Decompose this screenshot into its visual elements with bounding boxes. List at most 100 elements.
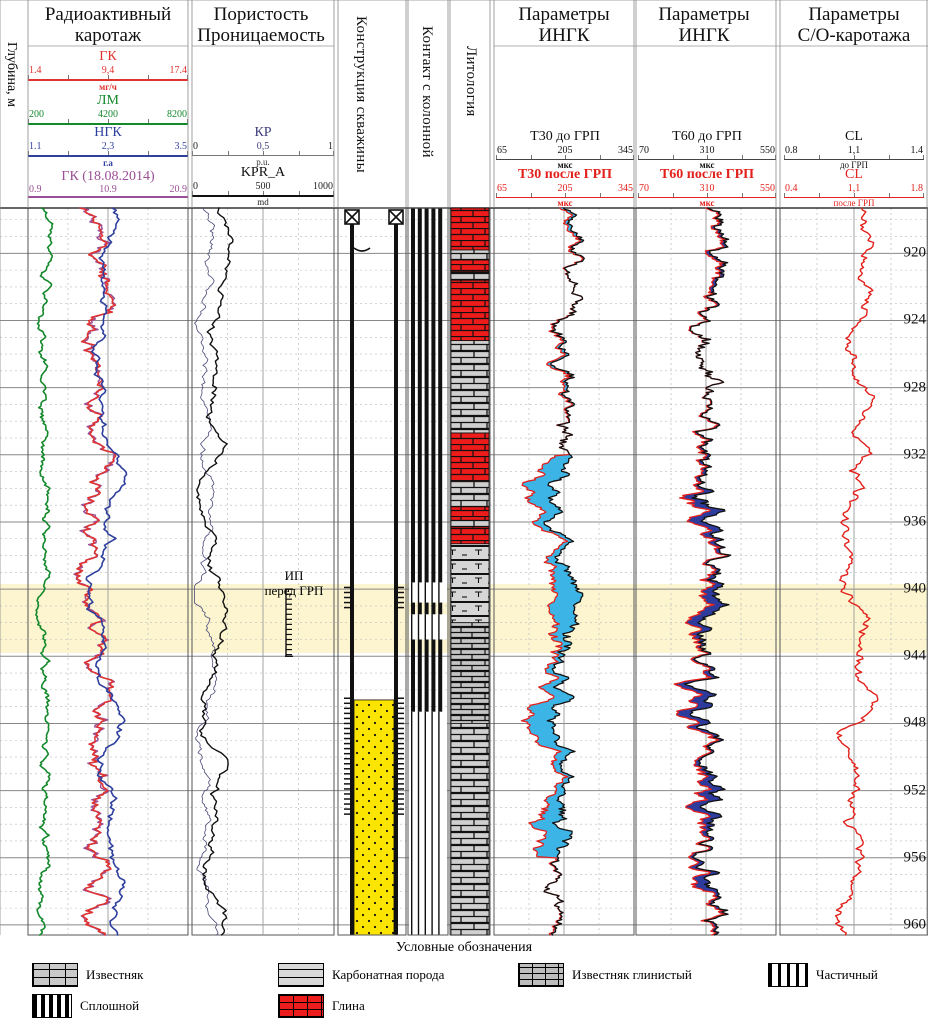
curve-scale-values: 0.9 10.9 20.9 [28, 184, 188, 196]
track-title-ingk-t30: Параметры ИНГК [494, 4, 634, 46]
curve-t60-before [683, 207, 732, 936]
curve-unit: p.u. [256, 157, 270, 167]
perforation-annotation: ИП перед ГРП [248, 568, 340, 598]
scale-ticks [496, 193, 634, 198]
curve-unit: мкс [557, 160, 573, 170]
scale-ticks [28, 119, 188, 124]
packer-cross [388, 209, 404, 225]
scale-mid: 205 [557, 145, 573, 156]
scale-ticks [784, 155, 924, 160]
casing-no-contact-window [409, 582, 447, 603]
scale-block-ngk: НГК 1.1 2,3 3.5 г.а [28, 126, 188, 170]
curve-t60-after [673, 207, 728, 936]
legend-title: Условные обозначения [395, 940, 533, 955]
curve-color-bar [192, 155, 334, 156]
legend-item-solid: Сплошной [32, 994, 139, 1018]
scale-right: 3.5 [174, 141, 188, 152]
curve-color-bar [638, 197, 776, 198]
curve-name: CL [845, 129, 863, 144]
curve-name: КР [254, 125, 272, 140]
curve-color-bar [28, 155, 188, 157]
curve-name: ГК (18.08.2014) [61, 169, 155, 184]
casing-partial-bar [417, 582, 420, 603]
curve-color-bar [496, 159, 634, 160]
curve-name: ЛМ [97, 93, 119, 108]
curve-scale-values: 65 205 345 [496, 145, 634, 157]
track-frame-casing [407, 207, 449, 936]
legend-item-label: Известняк глинистый [572, 967, 692, 982]
curve-name: Т30 до ГРП [530, 129, 600, 144]
track-title-line2: ИНГК [678, 25, 730, 46]
track-caption-casing-contact: Контакт с колонной [419, 26, 435, 158]
track-title-line2: Проницаемость [197, 25, 325, 46]
scale-block-gk: ГК 1.4 9,4 17.4 мг/ч [28, 50, 188, 94]
carbonate-pattern-icon [278, 963, 324, 987]
perforation-label-line1: ИП [284, 568, 304, 583]
curve-scale-values: 65 205 345 [496, 183, 634, 195]
casing-partial-bar [431, 711, 433, 935]
scale-mid: 310 [699, 183, 715, 194]
track-title-line1: Пористость [213, 4, 309, 25]
scale-right: 20.9 [169, 184, 188, 195]
curve-scale-values: 0 500 1000 [192, 181, 334, 193]
curve-color-bar [28, 79, 188, 81]
lithology-interval-Известняк [450, 519, 490, 528]
curve-lm [35, 207, 54, 936]
scale-ticks [28, 75, 188, 80]
scale-mid: 310 [699, 145, 715, 156]
casing-wall-left [350, 220, 354, 935]
curve-t30-after [520, 207, 584, 936]
casing-partial-bar [438, 711, 440, 935]
casing-partial-bar [438, 582, 440, 603]
scale-left: 0.9 [29, 184, 42, 195]
curve-color-bar [784, 159, 924, 160]
depth-label: 936 [903, 513, 927, 530]
lithology-interval-Известняк глинистый [450, 622, 490, 724]
curve-color-bar [638, 159, 776, 160]
curve-color-bar [496, 197, 634, 198]
clay-pattern-icon [278, 994, 324, 1018]
casing-partial-bar [417, 711, 420, 935]
legend-item-label: Глина [332, 998, 365, 1013]
depth-label: 948 [903, 714, 927, 731]
depth-label: 944 [903, 647, 927, 664]
scale-right: 345 [618, 183, 633, 194]
scale-right: 345 [618, 145, 633, 156]
legend-item-carbonate: Карбонатная порода [278, 963, 444, 987]
curve-cl-after [834, 207, 879, 936]
scale-mid: 10.9 [99, 184, 117, 195]
curve-kp [196, 207, 234, 936]
solid-contact-pattern-icon [32, 994, 72, 1018]
casing-partial-bar [424, 614, 426, 640]
lithology-interval-Глина [450, 207, 490, 251]
curve-unit: мкс [557, 198, 573, 208]
casing-bar [438, 208, 443, 935]
casing-bar [424, 208, 429, 935]
depth-label: 928 [903, 379, 927, 396]
scale-left: 0.8 [785, 145, 798, 156]
curve-scale-values: 200 4200 8200 [28, 109, 188, 121]
depth-label: 932 [903, 446, 927, 463]
curve-gk [74, 207, 117, 936]
curve-unit: до ГРП [839, 160, 869, 170]
casing-bar [411, 208, 415, 935]
curve-color-bar [28, 196, 188, 198]
curve-t30-before [543, 207, 585, 936]
depth-label: 956 [903, 849, 927, 866]
legend-item-partial: Частичный [768, 963, 878, 987]
curve-unit: после ГРП [833, 198, 875, 208]
curve-name: CL [845, 167, 863, 182]
legend-item-clay: Глина [278, 994, 365, 1018]
casing-bar [431, 208, 436, 935]
scale-right: 1.8 [910, 183, 924, 194]
casing-partial-bar [411, 711, 413, 935]
depth-label: 940 [903, 580, 927, 597]
depth-label: 960 [903, 916, 927, 933]
lithology-interval-Известняк [450, 340, 490, 434]
lithology-interval-Известняк [450, 723, 490, 936]
curve-scale-values: 1.1 2,3 3.5 [28, 141, 188, 153]
track-title-line1: Радиоактивный [44, 4, 172, 25]
curve-scale-values: 70 310 550 [638, 183, 776, 195]
curve-name: НГК [94, 125, 122, 140]
